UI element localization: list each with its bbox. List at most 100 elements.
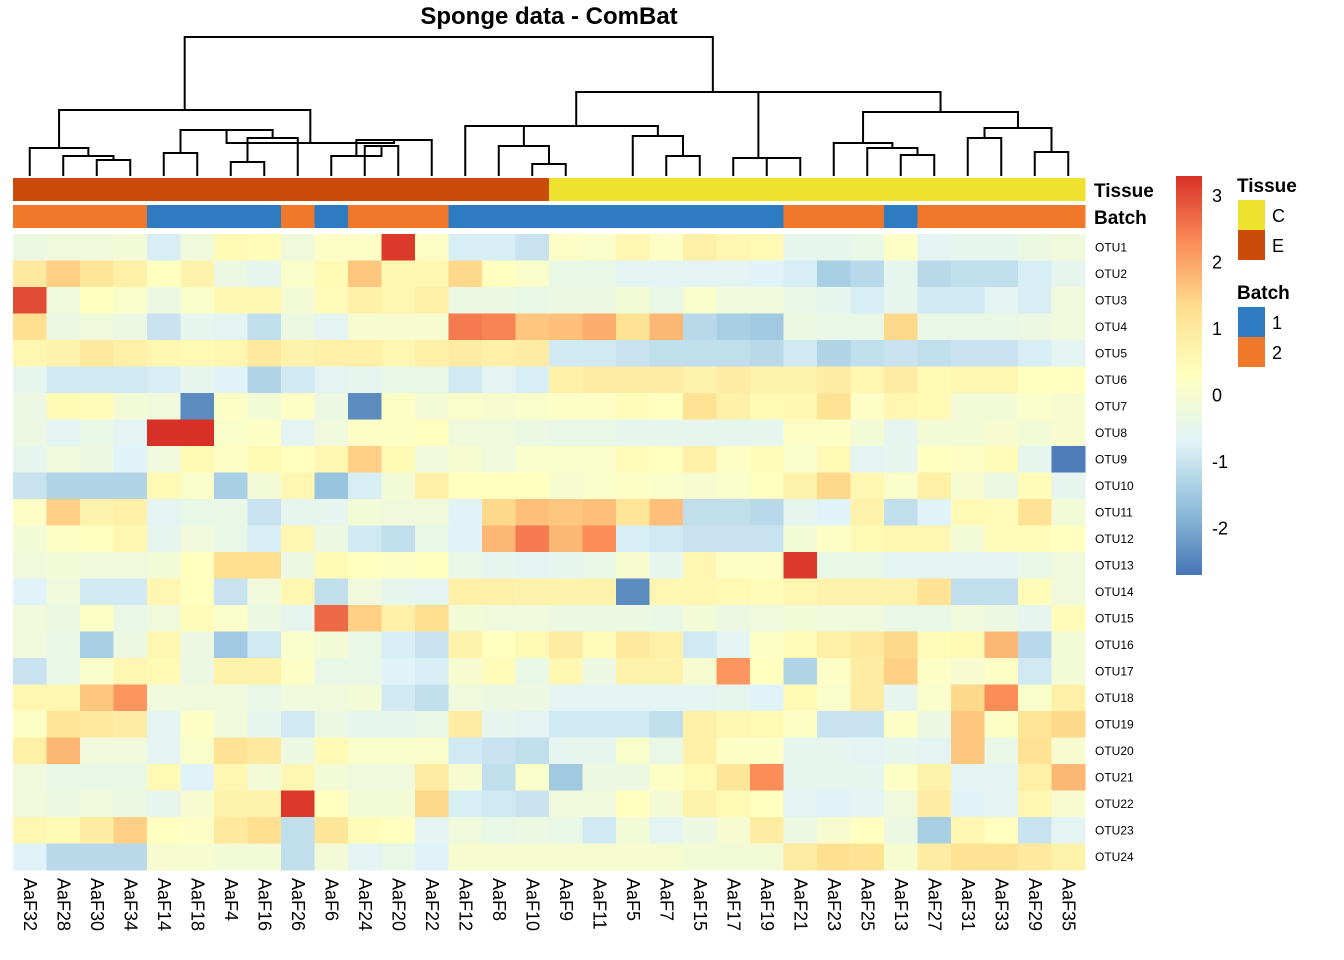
heatmap-cell-otu10-aaf20 xyxy=(381,472,416,500)
heatmap-cell-otu3-aaf4 xyxy=(214,287,248,314)
heatmap-cell-otu1-aaf8 xyxy=(482,234,516,261)
heatmap-cell-otu19-aaf7 xyxy=(649,711,684,738)
heatmap-cell-otu15-aaf35 xyxy=(1051,605,1086,632)
heatmap-cell-otu6-aaf34 xyxy=(113,366,148,394)
annotation-cell-tissue xyxy=(113,178,148,201)
heatmap-cell-otu2-aaf24 xyxy=(348,260,382,288)
column-label: AaF5 xyxy=(623,878,643,921)
heatmap-cell-otu16-aaf24 xyxy=(348,631,382,659)
heatmap-cell-otu2-aaf20 xyxy=(381,260,416,288)
heatmap-cell-otu13-aaf22 xyxy=(415,552,449,579)
heatmap-cell-otu20-aaf23 xyxy=(817,737,851,765)
heatmap-cell-otu15-aaf32 xyxy=(13,605,47,632)
heatmap-cell-otu24-aaf20 xyxy=(381,843,416,871)
heatmap-cell-otu12-aaf12 xyxy=(448,525,483,553)
heatmap-cell-otu19-aaf15 xyxy=(683,711,717,738)
heatmap-cell-otu7-aaf34 xyxy=(113,393,148,420)
heatmap-cell-otu10-aaf25 xyxy=(850,472,885,500)
annotation-cell-tissue xyxy=(649,178,684,201)
heatmap-cell-otu2-aaf9 xyxy=(549,260,583,288)
heatmap-cell-otu12-aaf31 xyxy=(951,525,985,553)
heatmap-cell-otu24-aaf19 xyxy=(750,843,784,871)
heatmap-cell-otu14-aaf35 xyxy=(1051,578,1086,606)
heatmap-cell-otu20-aaf32 xyxy=(13,737,47,765)
dendrogram-branch xyxy=(494,125,659,136)
heatmap-cell-otu2-aaf7 xyxy=(649,260,684,288)
heatmap-cell-otu14-aaf28 xyxy=(46,578,81,606)
row-label: OTU13 xyxy=(1095,558,1134,572)
heatmap-cell-otu18-aaf35 xyxy=(1051,684,1086,712)
row-label: OTU7 xyxy=(1095,399,1127,413)
annotation-cell-tissue xyxy=(415,178,449,201)
heatmap-cell-otu24-aaf9 xyxy=(549,843,583,871)
heatmap-cell-otu19-aaf8 xyxy=(482,711,516,738)
heatmap-cell-otu23-aaf9 xyxy=(549,817,583,844)
heatmap-cell-otu8-aaf6 xyxy=(314,419,349,447)
heatmap-cell-otu5-aaf9 xyxy=(549,340,583,367)
heatmap-cell-otu6-aaf28 xyxy=(46,366,81,394)
heatmap-cell-otu12-aaf28 xyxy=(46,525,81,553)
heatmap-cell-otu11-aaf16 xyxy=(247,499,282,526)
legend-label: E xyxy=(1272,236,1284,256)
heatmap-cell-otu9-aaf6 xyxy=(314,446,349,473)
annotation-cell-tissue xyxy=(917,178,952,201)
heatmap-cell-otu7-aaf28 xyxy=(46,393,81,420)
heatmap-cell-otu14-aaf34 xyxy=(113,578,148,606)
heatmap-cell-otu6-aaf30 xyxy=(80,366,114,394)
heatmap-cell-otu7-aaf8 xyxy=(482,393,516,420)
annotation-cell-tissue xyxy=(314,178,349,201)
heatmap-cell-otu14-aaf21 xyxy=(783,578,818,606)
heatmap-cell-otu16-aaf15 xyxy=(683,631,717,659)
row-label: OTU8 xyxy=(1095,426,1127,440)
heatmap-cell-otu1-aaf27 xyxy=(917,234,952,261)
heatmap-cell-otu12-aaf15 xyxy=(683,525,717,553)
heatmap-cell-otu11-aaf35 xyxy=(1051,499,1086,526)
heatmap-cell-otu13-aaf30 xyxy=(80,552,114,579)
heatmap-cell-otu8-aaf12 xyxy=(448,419,483,447)
heatmap-cell-otu8-aaf16 xyxy=(247,419,282,447)
heatmap-cell-otu14-aaf6 xyxy=(314,578,349,606)
heatmap-cell-otu14-aaf24 xyxy=(348,578,382,606)
heatmap-cell-otu7-aaf22 xyxy=(415,393,449,420)
annotation-cell-batch xyxy=(1018,205,1052,228)
heatmap-cell-otu7-aaf25 xyxy=(850,393,885,420)
heatmap-cell-otu20-aaf9 xyxy=(549,737,583,765)
heatmap-cell-otu12-aaf27 xyxy=(917,525,952,553)
dendrogram-branch xyxy=(966,137,1003,176)
heatmap-cell-otu7-aaf14 xyxy=(147,393,181,420)
heatmap-cell-otu4-aaf4 xyxy=(214,313,248,341)
column-label: AaF33 xyxy=(991,878,1011,931)
heatmap-cell-otu5-aaf17 xyxy=(716,340,751,367)
heatmap-cell-otu24-aaf16 xyxy=(247,843,282,871)
heatmap-cell-otu23-aaf10 xyxy=(515,817,550,844)
heatmap-cell-otu8-aaf18 xyxy=(180,419,215,447)
heatmap-cell-otu21-aaf23 xyxy=(817,764,851,791)
heatmap-cell-otu15-aaf16 xyxy=(247,605,282,632)
heatmap-cell-otu22-aaf11 xyxy=(582,790,617,818)
heatmap-cell-otu5-aaf34 xyxy=(113,340,148,367)
heatmap-cell-otu19-aaf24 xyxy=(348,711,382,738)
heatmap-cell-otu18-aaf5 xyxy=(616,684,650,712)
heatmap-cell-otu19-aaf25 xyxy=(850,711,885,738)
heatmap-cell-otu24-aaf26 xyxy=(281,843,315,871)
annotation-cell-tissue xyxy=(582,178,617,201)
heatmap-cell-otu23-aaf33 xyxy=(984,817,1019,844)
heatmap-cell-otu5-aaf21 xyxy=(783,340,818,367)
color-scale-tick: 2 xyxy=(1212,252,1222,272)
heatmap-cell-otu18-aaf11 xyxy=(582,684,617,712)
heatmap-cell-otu13-aaf9 xyxy=(549,552,583,579)
heatmap-cell-otu23-aaf30 xyxy=(80,817,114,844)
heatmap-cell-otu14-aaf10 xyxy=(515,578,550,606)
heatmap-cell-otu19-aaf9 xyxy=(549,711,583,738)
heatmap-cell-otu8-aaf15 xyxy=(683,419,717,447)
heatmap-cell-otu13-aaf7 xyxy=(649,552,684,579)
heatmap-cell-otu9-aaf11 xyxy=(582,446,617,473)
heatmap-cell-otu15-aaf34 xyxy=(113,605,148,632)
annotation-cell-batch xyxy=(482,205,516,228)
heatmap-cell-otu24-aaf8 xyxy=(482,843,516,871)
column-label: AaF23 xyxy=(824,878,844,931)
heatmap-cell-otu11-aaf30 xyxy=(80,499,114,526)
heatmap-cell-otu22-aaf35 xyxy=(1051,790,1086,818)
heatmap-cell-otu9-aaf4 xyxy=(214,446,248,473)
legend-swatch xyxy=(1238,307,1265,337)
